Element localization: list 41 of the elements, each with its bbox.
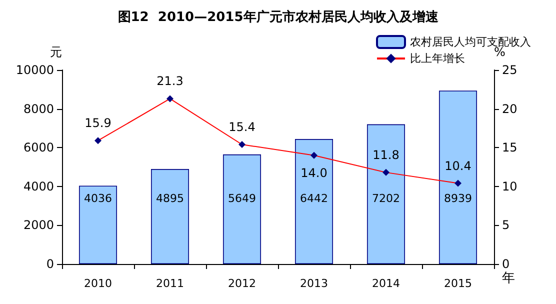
- y-tick-label: 10000: [16, 63, 54, 77]
- data-label: 7202: [372, 192, 400, 205]
- y-tick-label: 0: [46, 257, 54, 271]
- y-tick-label: 8000: [23, 102, 54, 116]
- bar: [151, 169, 189, 264]
- data-label: 6442: [300, 192, 328, 205]
- x-tick-label: 2015: [444, 277, 472, 290]
- legend-label: 农村居民人均可支配收入: [410, 36, 531, 48]
- bar: [295, 139, 333, 264]
- y-tick-label: 6000: [23, 140, 54, 155]
- bar: [223, 154, 261, 264]
- x-tick-label: 2013: [300, 277, 328, 290]
- data-label: 4895: [156, 192, 184, 205]
- data-label: 11.8: [372, 148, 400, 162]
- x-tick-label: 2012: [228, 277, 256, 290]
- x-tick-label: 2010: [84, 277, 112, 290]
- data-label: 5649: [228, 192, 256, 205]
- y-tick-label: 2000: [23, 218, 54, 232]
- data-label: 21.3: [156, 74, 184, 88]
- y2-tick-label: 25: [502, 63, 518, 77]
- x-tick-label: 2011: [156, 277, 184, 290]
- bar: [79, 186, 117, 264]
- y2-tick-label: 10: [502, 179, 518, 194]
- data-label: 15.4: [228, 120, 256, 134]
- x-tick-label: 2014: [372, 277, 400, 290]
- data-label: 4036: [84, 192, 112, 205]
- y-axis-title: 元: [50, 45, 62, 59]
- bar: [439, 90, 477, 264]
- legend-label: 比上年增长: [410, 52, 465, 65]
- y-tick-label: 4000: [23, 179, 54, 194]
- y2-tick-label: 0: [502, 257, 510, 271]
- bar: [367, 124, 405, 264]
- data-label: 14.0: [300, 166, 328, 180]
- y2-tick-label: 15: [502, 140, 518, 155]
- data-label: 10.4: [444, 158, 472, 173]
- chart-title: 图12 2010—2015年广元市农村居民人均收入及增速: [118, 9, 440, 25]
- y2-tick-label: 5: [502, 218, 510, 232]
- data-label: 15.9: [84, 116, 112, 130]
- y2-tick-label: 20: [502, 102, 518, 116]
- x-axis-title: 年: [502, 271, 515, 286]
- data-label: 8939: [444, 192, 472, 205]
